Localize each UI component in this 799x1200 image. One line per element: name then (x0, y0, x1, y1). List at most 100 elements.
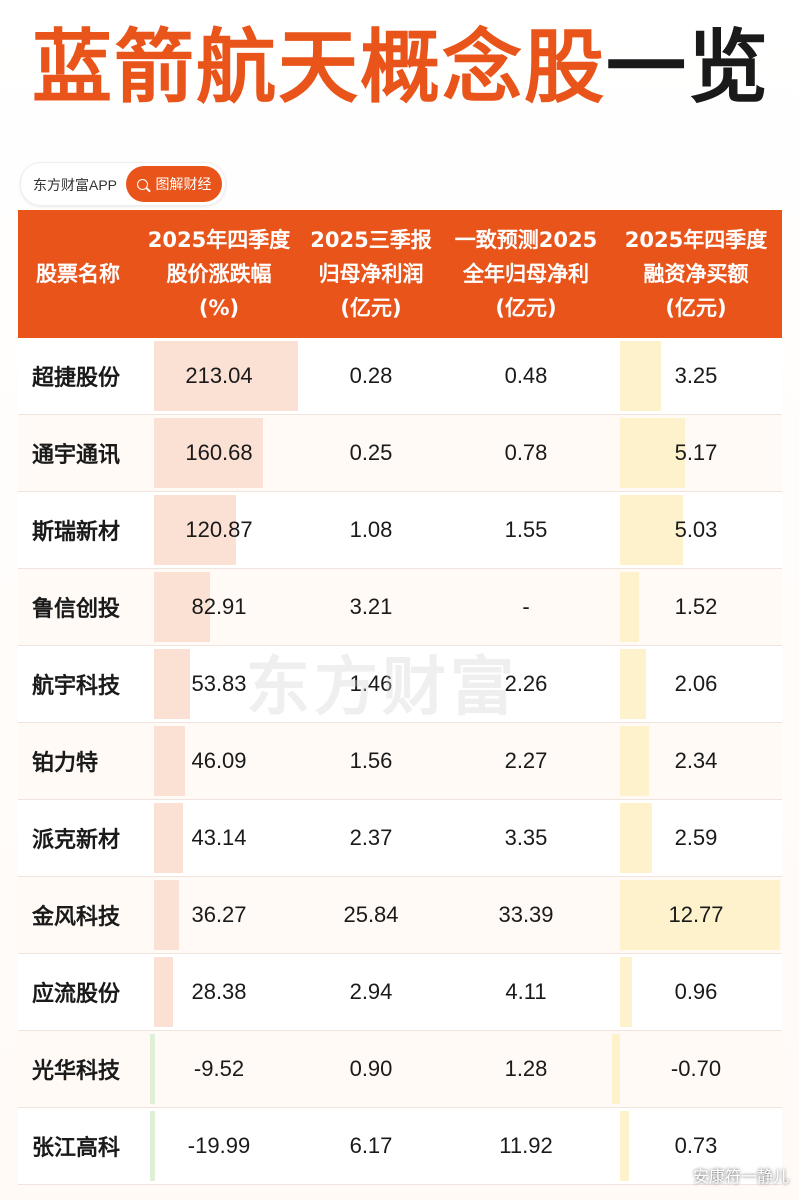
column-header-line: (亿元) (665, 296, 727, 320)
margin-bar (620, 957, 633, 1027)
cell-forecast: 2.26 (504, 671, 548, 696)
cell-change: 160.68 (185, 440, 253, 465)
change-bar (154, 726, 186, 796)
cell-margin: -0.70 (670, 1056, 722, 1081)
stock-name: 航宇科技 (32, 674, 121, 699)
change-bar (154, 880, 179, 950)
cell-margin: 5.03 (674, 517, 718, 542)
table-row: 派克新材 43.14 2.37 3.35 2.59 (18, 800, 782, 877)
table-row: 光华科技 -9.52 0.90 1.28 -0.70 (18, 1031, 782, 1108)
margin-bar (620, 1111, 630, 1181)
margin-bar (620, 649, 646, 719)
cell-forecast: 1.55 (504, 517, 548, 542)
table-row: 超捷股份 213.04 0.28 0.48 3.25 (18, 338, 782, 415)
cell-forecast: 0.48 (504, 363, 548, 388)
change-bar (154, 572, 211, 642)
column-header-line: (亿元) (495, 296, 557, 320)
margin-bar (620, 880, 780, 950)
table-row: 张江高科 -19.99 6.17 11.92 0.73 (18, 1108, 782, 1185)
search-icon (136, 178, 148, 190)
column-header-1: 2025年四季度 股价涨跌幅 (%) (138, 210, 300, 338)
cell-profit_q3: 0.28 (349, 363, 393, 388)
cell-forecast: 33.39 (498, 902, 554, 927)
column-header-line: 一致预测2025 (454, 228, 598, 252)
column-header-0: 股票名称 (18, 210, 138, 338)
margin-bar (620, 418, 685, 488)
footer-watermark: 安康符一静儿 (692, 1167, 789, 1186)
brand-name: 东方财富APP (33, 177, 118, 193)
cell-margin: 5.17 (674, 440, 718, 465)
tujie-caijing-label: 图解财经 (155, 177, 212, 193)
table-row: 应流股份 28.38 2.94 4.11 0.96 (18, 954, 782, 1031)
cell-change: 53.83 (191, 671, 247, 696)
table-row: 航宇科技 53.83 1.46 2.26 2.06 (18, 646, 782, 723)
stock-name: 斯瑞新材 (32, 520, 121, 545)
change-bar (154, 418, 263, 488)
table-row: 铂力特 46.09 1.56 2.27 2.34 (18, 723, 782, 800)
cell-profit_q3: 25.84 (343, 902, 399, 927)
cell-forecast: 4.11 (505, 979, 547, 1004)
column-header-line: 归母净利润 (318, 262, 424, 286)
stock-table: 股票名称 2025年四季度 股价涨跌幅 (%) 2025三季报 归母净利润 (亿元) 一致预测… (18, 210, 782, 1185)
cell-profit_q3: 1.46 (349, 671, 393, 696)
cell-forecast: 11.92 (499, 1133, 553, 1158)
column-header-line: 2025年四季度 (147, 228, 291, 252)
cell-margin: 12.77 (668, 902, 724, 927)
cell-profit_q3: 3.21 (349, 594, 393, 619)
cell-profit_q3: 2.37 (349, 825, 393, 850)
change-bar (154, 495, 236, 565)
cell-change: 36.27 (191, 902, 247, 927)
cell-forecast: 0.78 (504, 440, 548, 465)
cell-change: -19.99 (187, 1133, 251, 1158)
change-bar (154, 803, 184, 873)
cell-profit_q3: 6.17 (349, 1133, 393, 1158)
cell-margin: 0.73 (674, 1133, 718, 1158)
title-part2: 一览 (606, 21, 770, 114)
cell-change: 120.87 (185, 517, 253, 542)
column-header-line: 股价涨跌幅 (166, 262, 272, 286)
stock-name: 鲁信创投 (32, 597, 121, 622)
cell-change: 82.91 (191, 594, 247, 619)
cell-change: 46.09 (191, 748, 247, 773)
stock-name: 光华科技 (32, 1059, 121, 1084)
column-header-line: 融资净买额 (643, 262, 749, 286)
column-header-line: (亿元) (340, 296, 402, 320)
margin-bar (620, 341, 661, 411)
cell-change: -9.52 (193, 1056, 245, 1081)
stock-name: 通宇通讯 (32, 443, 121, 468)
cell-profit_q3: 1.08 (349, 517, 393, 542)
cell-forecast: - (522, 594, 530, 619)
column-header-line: 2025年四季度 (624, 228, 768, 252)
cell-change: 213.04 (185, 363, 253, 388)
margin-bar (620, 495, 684, 565)
tujie-caijing-button[interactable]: 图解财经 (126, 166, 222, 202)
brand-pill: 东方财富APP 图解财经 (20, 162, 226, 206)
column-header-line: (%) (198, 296, 240, 320)
table-row: 斯瑞新材 120.87 1.08 1.55 5.03 (18, 492, 782, 569)
change-bar (154, 341, 298, 411)
cell-profit_q3: 2.94 (349, 979, 393, 1004)
column-header-2: 2025三季报 归母净利润 (亿元) (300, 210, 442, 338)
table-row: 金风科技 36.27 25.84 33.39 12.77 (18, 877, 782, 954)
cell-profit_q3: 1.56 (349, 748, 393, 773)
cell-forecast: 2.27 (504, 748, 548, 773)
column-header-line: 2025三季报 (310, 228, 432, 252)
cell-margin: 2.06 (674, 671, 718, 696)
stock-name: 派克新材 (32, 828, 121, 853)
margin-bar (612, 1034, 620, 1104)
change-bar (150, 1034, 155, 1104)
cell-margin: 0.96 (674, 979, 718, 1004)
page-title: 蓝箭航天概念股一览 (32, 18, 770, 118)
margin-bar (620, 572, 640, 642)
stock-name: 张江高科 (32, 1136, 121, 1161)
table-body: 超捷股份 213.04 0.28 0.48 3.25 通宇通讯 160.68 0.25 0.78… (18, 338, 782, 1185)
cell-profit_q3: 0.25 (349, 440, 393, 465)
stock-name: 铂力特 (32, 751, 99, 776)
title-part1: 蓝箭航天概念股 (32, 21, 606, 114)
cell-margin: 2.59 (674, 825, 718, 850)
cell-margin: 2.34 (674, 748, 718, 773)
table-header: 股票名称 2025年四季度 股价涨跌幅 (%) 2025三季报 归母净利润 (亿元) 一致预测… (18, 210, 782, 338)
column-header-line: 全年归母净利 (463, 262, 589, 286)
column-header-line: 股票名称 (36, 262, 120, 286)
change-bar (154, 957, 174, 1027)
